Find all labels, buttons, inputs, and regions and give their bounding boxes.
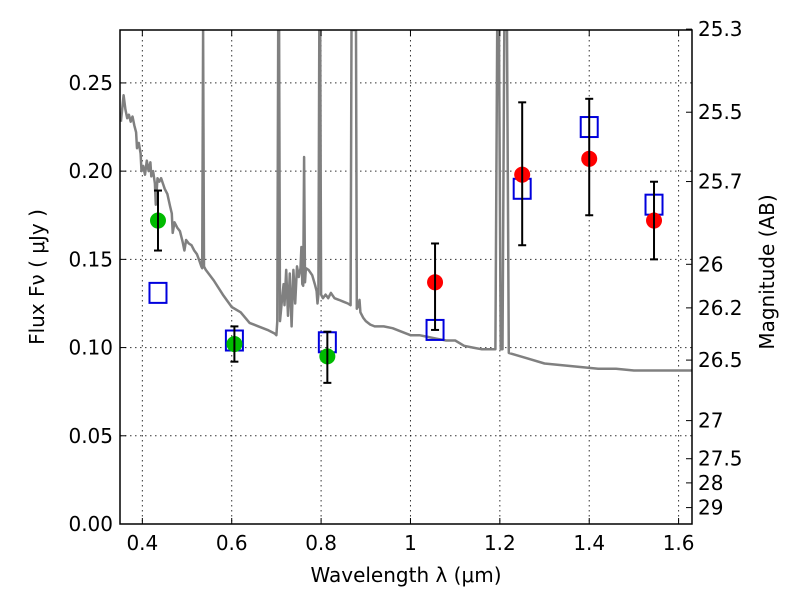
x-tick-label: 1 bbox=[404, 531, 417, 555]
y-tick-label: 0.00 bbox=[68, 512, 113, 536]
x-tick-label: 0.8 bbox=[305, 531, 337, 555]
y2-tick-label: 26.2 bbox=[698, 296, 743, 320]
y2-tick-label: 26 bbox=[698, 252, 723, 276]
y2-tick-label: 25.3 bbox=[698, 17, 743, 41]
y2-tick-label: 28 bbox=[698, 471, 723, 495]
x-tick-label: 1.4 bbox=[573, 531, 605, 555]
y2-tick-label: 27.5 bbox=[698, 447, 743, 471]
y-tick-label: 0.15 bbox=[68, 247, 113, 271]
y2-tick-label: 26.5 bbox=[698, 348, 743, 372]
y2-tick-label: 25.7 bbox=[698, 170, 743, 194]
axes-frame bbox=[119, 29, 693, 525]
x-tick-label: 1.2 bbox=[484, 531, 516, 555]
y2-tick-label: 25.5 bbox=[698, 100, 743, 124]
y-axis-title: Flux Fν ( μJy ) bbox=[25, 209, 49, 345]
x-tick-label: 0.6 bbox=[216, 531, 248, 555]
y-tick-label: 0.20 bbox=[68, 159, 113, 183]
model-square-marker bbox=[148, 281, 168, 304]
y-tick-label: 0.05 bbox=[68, 424, 113, 448]
x-axis: 0.4 0.6 0.8 1 1.2 1.4 1.6 bbox=[126, 30, 695, 555]
y2-tick-label: 29 bbox=[698, 496, 723, 520]
y-tick-label: 0.10 bbox=[68, 336, 113, 360]
spectrum-line bbox=[120, 30, 692, 372]
plot-area bbox=[120, 30, 692, 384]
x-axis-title: Wavelength λ (μm) bbox=[310, 563, 501, 587]
y2-axis-title: Magnitude (AB) bbox=[755, 194, 779, 349]
x-tick-label: 1.6 bbox=[663, 531, 695, 555]
y2-tick-label: 27 bbox=[698, 409, 723, 433]
y-axis-left: 0.00 0.05 0.10 0.15 0.20 0.25 bbox=[68, 71, 126, 536]
x-tick-label: 0.4 bbox=[126, 531, 158, 555]
y-tick-label: 0.25 bbox=[68, 71, 113, 95]
